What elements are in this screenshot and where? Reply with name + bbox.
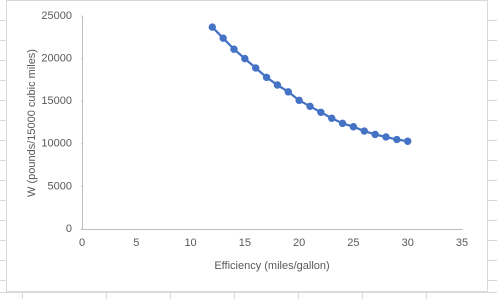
x-tick-label: 30 [402, 237, 414, 249]
data-point [360, 127, 368, 135]
data-point [393, 135, 401, 144]
data-point [371, 130, 379, 139]
y-tick-label: 10000 [41, 138, 72, 150]
data-point [273, 81, 282, 89]
x-tick-label: 20 [293, 237, 305, 249]
data-point [262, 73, 271, 82]
x-tick-label: 25 [347, 237, 359, 249]
data-point [317, 108, 325, 116]
y-axis-title: W (pounds/15000 cubic miles) [26, 49, 38, 197]
chart-area [6, 0, 488, 292]
data-point [338, 119, 347, 128]
y-tick-label: 15000 [41, 95, 72, 107]
x-tick-label: 35 [456, 237, 468, 249]
sheet-grid [0, 20, 497, 299]
data-point [382, 133, 390, 141]
data-point [230, 45, 238, 53]
y-tick-label: 20000 [41, 53, 72, 65]
data-point [208, 23, 216, 31]
x-tick-label: 15 [239, 237, 251, 249]
data-point [328, 114, 336, 122]
data-point [241, 54, 249, 63]
data-point [404, 137, 412, 145]
data-point [252, 64, 260, 72]
data-point [219, 34, 227, 42]
x-tick-label: 0 [79, 237, 85, 249]
x-tick-label: 5 [133, 237, 139, 249]
y-tick-label: 0 [66, 223, 72, 235]
data-point [284, 88, 292, 96]
y-tick-label: 25000 [41, 10, 72, 22]
x-tick-label: 10 [184, 237, 196, 249]
data-point [306, 102, 314, 111]
data-point [295, 96, 303, 105]
y-tick-label: 5000 [48, 180, 72, 192]
x-axis-title: Efficiency (miles/gallon) [214, 260, 329, 272]
data-point [349, 123, 358, 131]
